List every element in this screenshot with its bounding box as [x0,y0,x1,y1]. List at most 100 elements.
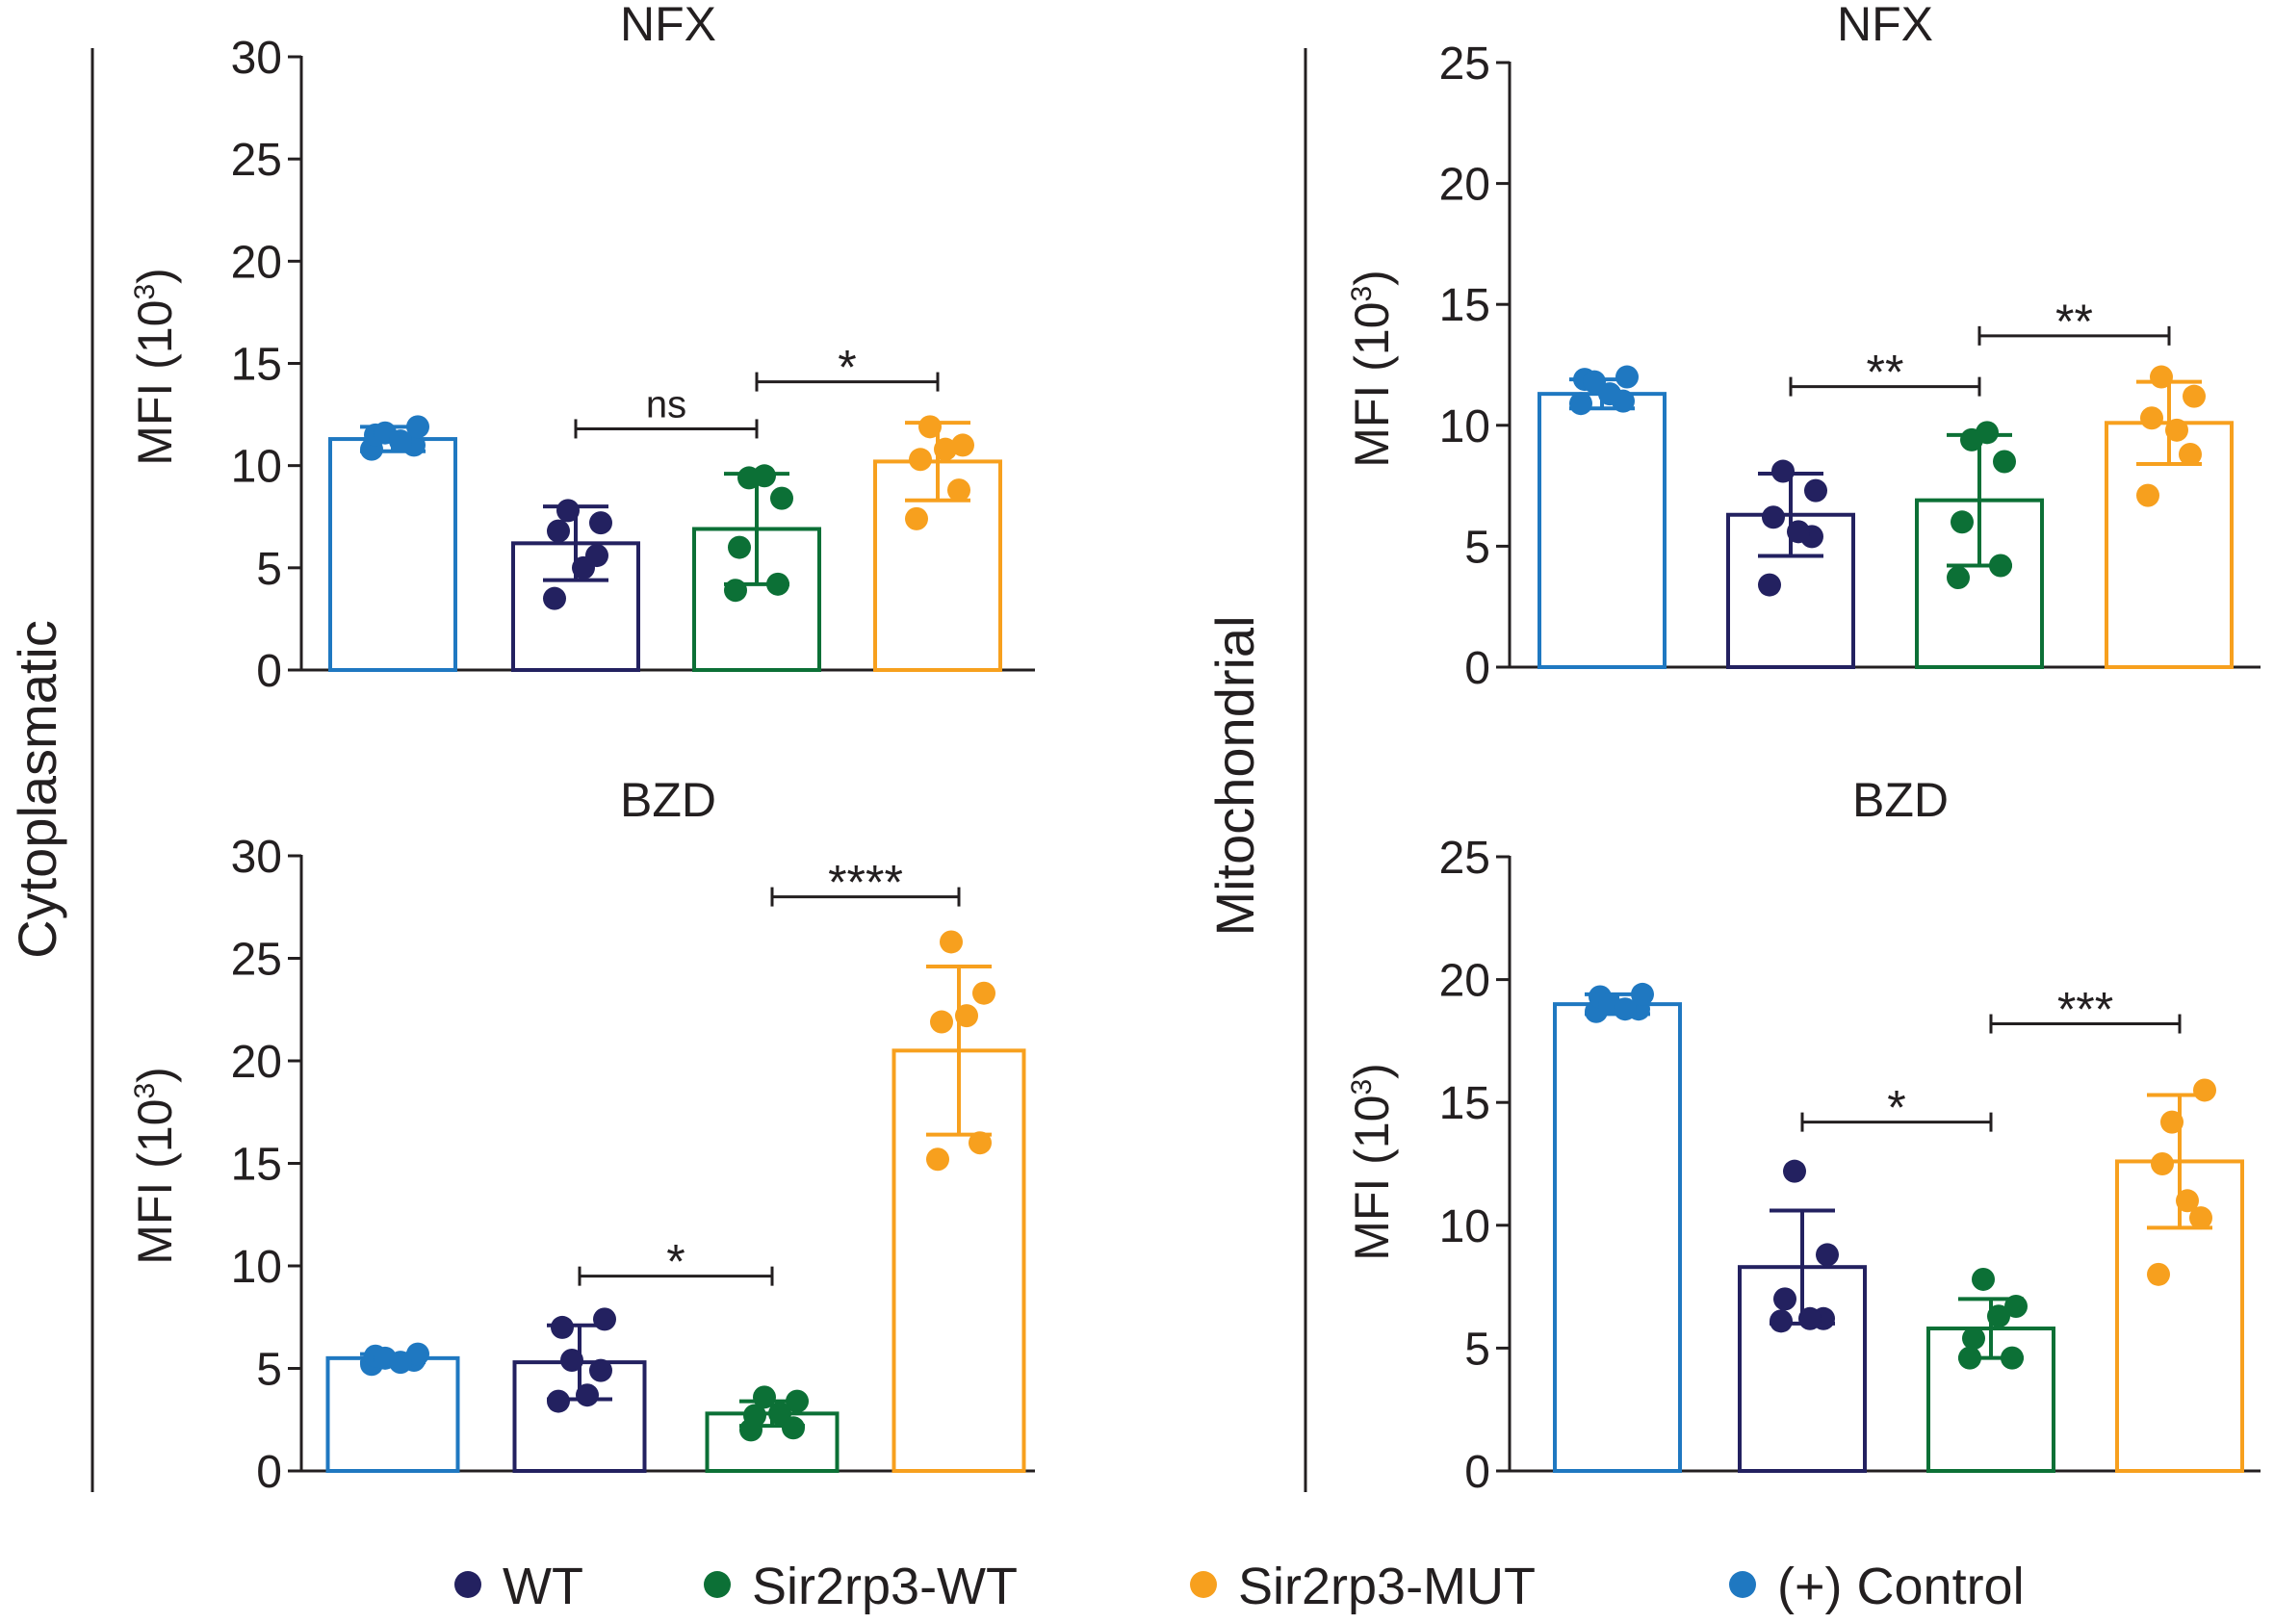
significance-label: ** [2055,295,2093,348]
y-tick-label: 25 [231,135,282,186]
data-point [1569,392,1592,416]
bar [1926,1326,2055,1474]
data-point [2189,1206,2212,1230]
row-label-cytoplasmatic: Cytoplasmatic [7,620,67,959]
y-axis-label-text: MFI (10 [128,1099,182,1265]
data-point [547,1389,570,1413]
data-point [589,1358,612,1382]
data-point [593,1307,616,1331]
significance-label: * [666,1235,685,1289]
significance-bracket: ** [1789,346,1981,400]
legend-label: Sir2rp3-MUT [1238,1558,1536,1615]
data-point [918,415,942,439]
y-axis-label-superscript: 3 [1346,1079,1378,1096]
y-axis-label-text: MFI (10 [1345,302,1399,468]
significance-bracket: * [755,341,940,395]
bar [328,437,457,672]
y-tick-label: 0 [1464,1447,1490,1498]
data-point [1947,566,1970,590]
chart-title: NFX [620,0,716,51]
y-axis-label-text: MFI (10 [1345,1096,1399,1261]
data-point [905,506,928,530]
data-point [2147,1262,2170,1286]
data-point [1972,1267,1995,1291]
y-tick-label: 20 [231,1037,282,1088]
y-tick-label: 5 [256,1345,282,1396]
data-point [576,1383,599,1407]
data-point [1614,997,1637,1021]
y-axis-label: MFI (103) [128,268,182,466]
data-point [753,464,776,488]
data-point [2136,483,2159,507]
data-point [728,535,751,559]
y-tick-label: 10 [1439,1201,1490,1252]
y-axis-label-close: ) [1345,270,1399,286]
legend-item: Sir2rp3-MUT [1190,1558,1536,1615]
data-point [1798,1306,1822,1330]
y-axis-label-close: ) [128,268,182,284]
y-tick-label: 20 [1439,160,1490,211]
bar [325,1355,460,1473]
data-point [2004,1295,2028,1319]
chart-title: NFX [1837,0,1933,51]
data-point [1816,1243,1839,1267]
data-point [770,486,793,510]
data-point [743,1404,766,1428]
y-tick-label: 5 [1464,1324,1490,1375]
y-tick-label: 15 [231,340,282,391]
data-point [1770,1309,1793,1333]
data-point [2160,1110,2184,1134]
significance-bracket: *** [1989,983,2182,1037]
legend-marker [454,1571,481,1598]
data-point [1598,382,1621,406]
y-tick-label: 5 [1464,522,1490,573]
y-tick-label: 0 [256,1447,282,1498]
data-point [1976,421,1999,445]
data-point [406,415,429,439]
significance-bracket: * [1800,1081,1993,1135]
y-tick-label: 30 [231,33,282,84]
data-point [389,429,412,453]
y-tick-label: 15 [1439,280,1490,331]
data-point [951,433,974,457]
y-axis-label-superscript: 3 [129,1083,161,1099]
chart-title: BZD [620,773,716,827]
data-point [724,579,747,603]
data-point [766,572,789,596]
significance-label: *** [2057,983,2113,1037]
significance-bracket: ns [574,383,759,439]
data-point [947,478,970,503]
chart-title: BZD [1852,773,1949,827]
data-point [406,1342,429,1366]
data-point [1783,1159,1806,1183]
data-point [955,1004,978,1028]
data-point [560,1348,583,1372]
data-point [934,437,957,461]
data-point [589,511,612,535]
data-point [2193,1078,2216,1102]
data-point [1771,459,1795,483]
y-axis-label: MFI (103) [1345,270,1399,468]
legend-label: WT [503,1558,583,1615]
chart-cyto-nfx: NFX MFI (103) 0 5 10 15 20 25 30 ns * [128,0,1035,697]
data-point [753,1385,776,1409]
data-point [1987,1304,2010,1328]
significance-label: **** [828,856,903,910]
data-point [1631,982,1654,1006]
legend-marker [1190,1571,1217,1598]
data-point [1962,1327,1985,1351]
data-point [1958,1346,1981,1370]
data-point [1758,573,1781,597]
data-point [1615,365,1639,389]
data-point [389,1351,412,1375]
data-point [551,1315,574,1339]
data-point [1804,478,1827,503]
significance-label: ns [646,383,686,425]
legend-label: (+) Control [1777,1558,2025,1615]
data-point [940,930,963,954]
